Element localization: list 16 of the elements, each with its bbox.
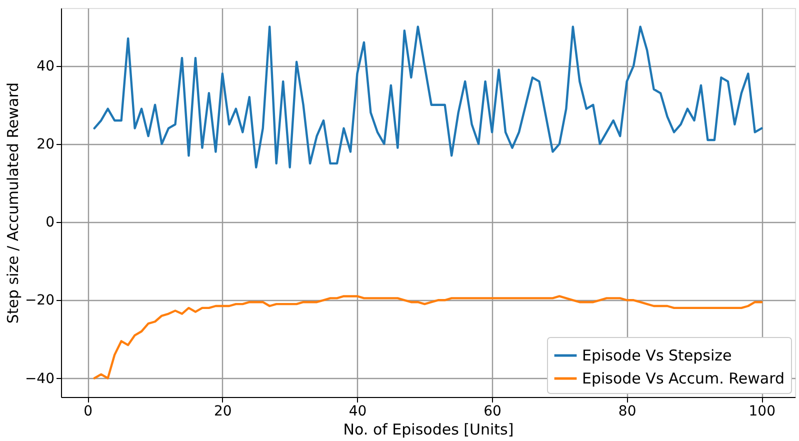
- y-tick-label: −20: [24, 292, 54, 309]
- x-axis-title: No. of Episodes [Units]: [343, 420, 514, 438]
- legend-label: Episode Vs Stepsize: [582, 346, 732, 364]
- x-tick-label: 20: [214, 404, 232, 420]
- x-tick-label: 80: [618, 404, 636, 420]
- y-tick-label: 40: [36, 58, 54, 74]
- line-series: [93, 26, 763, 168]
- x-tick-label: 0: [84, 404, 93, 420]
- y-axis-title: Step size / Accumulated Reward: [4, 82, 22, 324]
- y-tick-label: −40: [24, 370, 54, 387]
- x-tick-label: 100: [748, 404, 776, 420]
- x-tick-label: 60: [484, 404, 502, 420]
- x-tick-label: 40: [348, 404, 367, 420]
- y-tick-label: 0: [46, 214, 54, 231]
- y-tick-label: 20: [36, 136, 54, 152]
- legend-label: Episode Vs Accum. Reward: [582, 370, 785, 388]
